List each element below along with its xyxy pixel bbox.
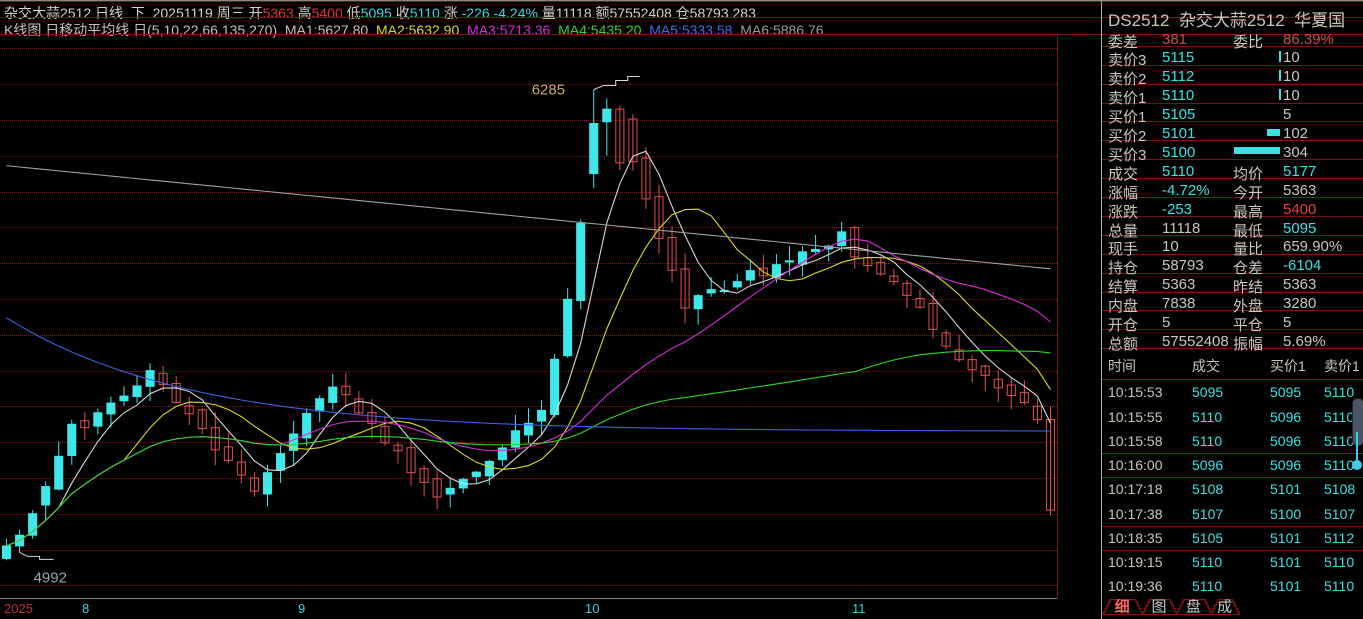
svg-text:6285: 6285 <box>532 82 565 99</box>
svg-text:细: 细 <box>1115 599 1130 615</box>
svg-text:4992: 4992 <box>34 569 67 586</box>
svg-text:盘: 盘 <box>1186 599 1201 615</box>
svg-text:成: 成 <box>1217 599 1232 615</box>
svg-text:图: 图 <box>1151 599 1166 615</box>
